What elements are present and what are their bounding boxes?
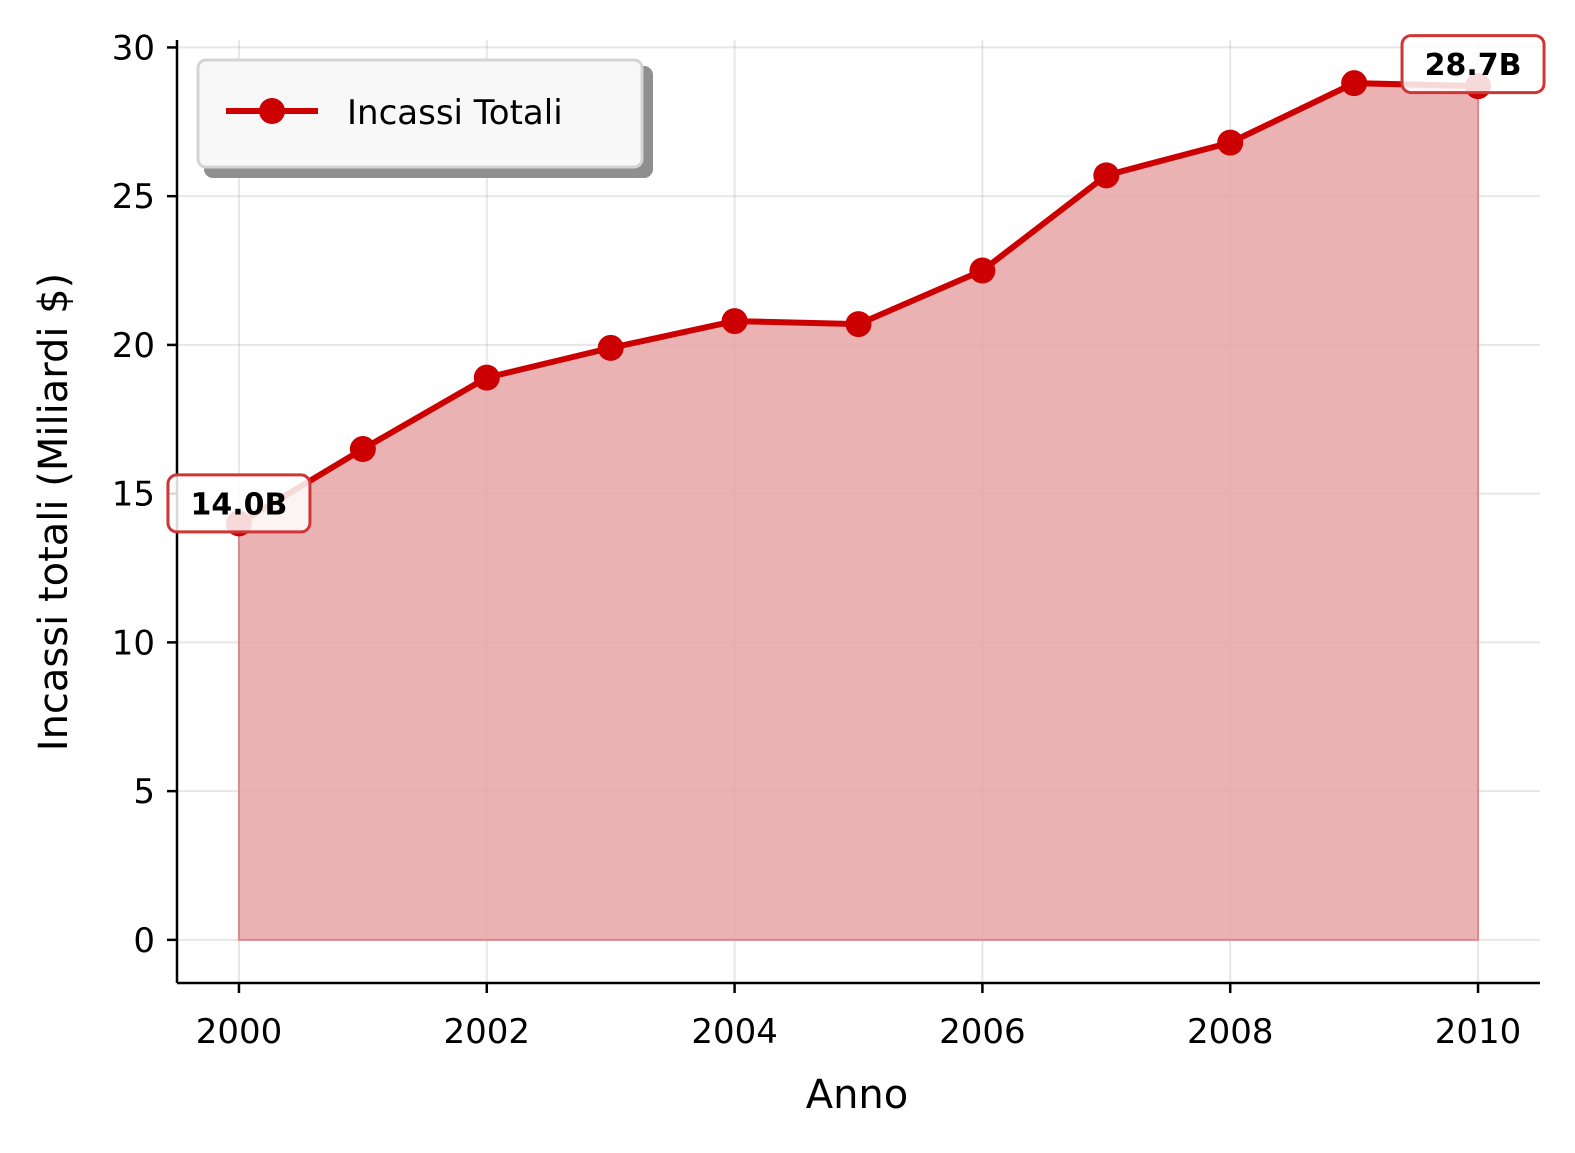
y-tick-label: 15 [112, 475, 155, 515]
x-tick-label: 2010 [1435, 1012, 1522, 1052]
annotations: 14.0B 28.7B [166, 34, 1546, 534]
data-point-marker [845, 311, 872, 338]
x-tick-label: 2006 [939, 1012, 1026, 1052]
annotation-label: 14.0B [166, 473, 312, 534]
data-point-marker [1217, 129, 1244, 156]
data-point-marker [1093, 162, 1120, 189]
annotation-text: 28.7B [1425, 48, 1522, 83]
y-axis-ticks: 0 5 10 15 20 25 30 [112, 28, 177, 961]
y-tick-label: 0 [133, 921, 155, 961]
annotation-text: 14.0B [191, 487, 288, 522]
legend-marker-swatch [259, 98, 285, 124]
data-point-marker [597, 334, 624, 361]
y-axis-title: Incassi totali (Miliardi $) [31, 273, 77, 751]
legend-box [196, 58, 644, 169]
x-tick-label: 2008 [1187, 1012, 1274, 1052]
data-point-marker [1341, 70, 1368, 97]
y-tick-label: 10 [112, 623, 155, 663]
y-tick-label: 20 [112, 326, 155, 366]
data-point-marker [969, 257, 996, 284]
data-point-marker [721, 308, 748, 335]
x-tick-label: 2004 [691, 1012, 778, 1052]
x-axis-title: Anno [806, 1072, 909, 1118]
annotation-box [1400, 34, 1546, 95]
x-axis-ticks: 2000 2002 2004 2006 2008 2010 [196, 983, 1522, 1052]
annotation-box [166, 473, 312, 534]
annotation-label: 28.7B [1400, 34, 1546, 95]
x-tick-label: 2002 [444, 1012, 531, 1052]
x-tick-label: 2000 [196, 1012, 283, 1052]
area-layer [237, 82, 1480, 941]
data-point-marker [349, 436, 376, 463]
data-point-marker [473, 364, 500, 391]
y-tick-label: 5 [133, 772, 155, 812]
y-tick-label: 25 [112, 177, 155, 217]
legend: Incassi Totali [196, 58, 653, 178]
legend-label: Incassi Totali [347, 93, 563, 133]
series-area-fill [237, 82, 1480, 941]
y-tick-label: 30 [112, 28, 155, 68]
